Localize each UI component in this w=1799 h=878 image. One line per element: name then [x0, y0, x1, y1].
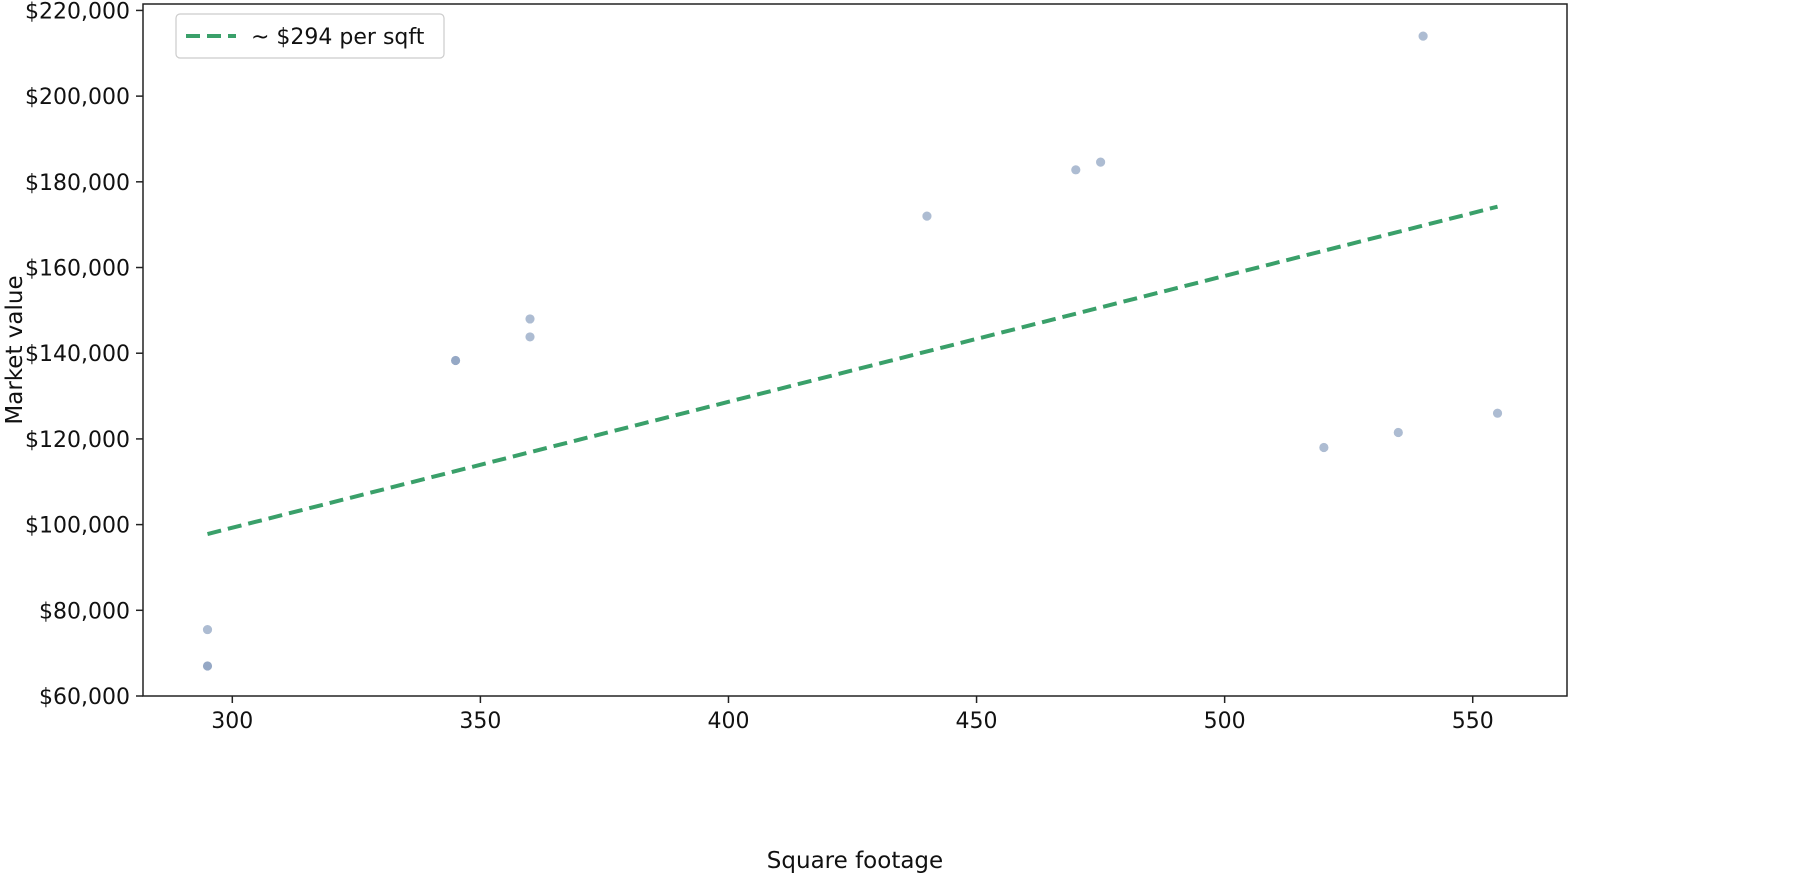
scatter-point-2: [202, 660, 213, 672]
scatter-point-10: [1318, 442, 1330, 453]
scatter-point-4: [450, 355, 461, 366]
scatter-point-5: [524, 313, 536, 325]
y-tick-label: $100,000: [25, 514, 130, 539]
x-tick-label: 400: [707, 709, 749, 734]
y-tick-label: $120,000: [25, 428, 130, 453]
chart-marks: [202, 30, 1503, 672]
legend-label-trend-line: ~ $294 per sqft: [251, 25, 425, 50]
y-axis: $60,000 $80,000 $100,000 $120,000 $140,000 $1…: [25, 0, 143, 710]
y-tick-label: $180,000: [25, 171, 130, 196]
trend-line: [207, 204, 1499, 536]
x-tick-label: 550: [1452, 709, 1494, 734]
x-tick-label: 300: [211, 709, 253, 734]
y-tick-label: $200,000: [25, 85, 130, 110]
x-tick-label: 350: [459, 709, 501, 734]
x-tick-label: 500: [1204, 709, 1246, 734]
scatter-point-7: [921, 210, 933, 222]
y-tick-label: $220,000: [25, 0, 130, 24]
y-tick-label: $140,000: [25, 342, 130, 367]
y-tick-label: $160,000: [25, 257, 130, 282]
legend-box: [175, 13, 445, 59]
legend: ~ $294 per sqft: [175, 13, 445, 59]
scatter-point-11: [1392, 427, 1404, 438]
scatter-point-8: [1070, 164, 1082, 176]
scatter-point-6: [524, 331, 536, 343]
scatter-point-0: [202, 624, 213, 635]
scatter-point-12: [1417, 30, 1429, 42]
scatter-point-13: [1492, 407, 1503, 419]
x-tick-label: 450: [956, 709, 998, 734]
scatter-point-9: [1095, 156, 1107, 168]
y-tick-label: $60,000: [39, 685, 130, 710]
y-axis-label: Market value: [2, 275, 28, 424]
x-axis-label: Square footage: [767, 848, 943, 874]
y-tick-label: $80,000: [39, 599, 130, 624]
plot-area-frame: [142, 3, 1568, 697]
x-axis: 300 350 400 450 500 550: [211, 696, 1494, 734]
